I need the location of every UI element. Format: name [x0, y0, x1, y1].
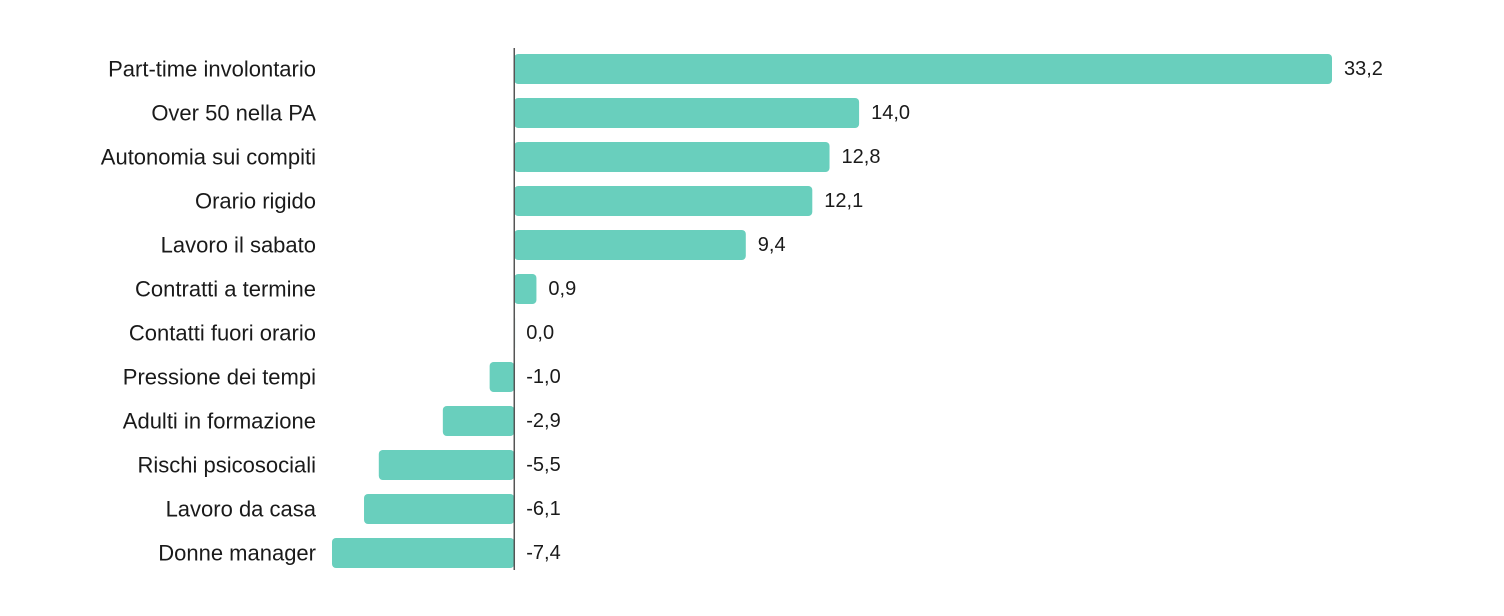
bar-7: [489, 362, 515, 392]
bar-11: [332, 538, 515, 568]
category-label-4: Lavoro il sabato: [161, 233, 316, 258]
bar-8: [442, 406, 515, 436]
category-label-11: Donne manager: [158, 541, 316, 566]
bar-4: [514, 230, 746, 260]
category-label-6: Contatti fuori orario: [129, 321, 316, 346]
bar-1: [514, 98, 860, 128]
bar-10: [364, 494, 515, 524]
category-label-0: Part-time involontario: [108, 57, 316, 82]
bar-2: [514, 142, 830, 172]
labels-layer: Part-time involontario 33,2 Over 50 nella …: [101, 57, 1383, 566]
category-label-5: Contratti a termine: [135, 277, 316, 302]
value-label-10: -6,1: [526, 498, 560, 520]
category-label-10: Lavoro da casa: [166, 497, 317, 522]
bars-layer: [332, 54, 1332, 568]
category-label-1: Over 50 nella PA: [151, 101, 316, 126]
value-label-11: -7,4: [526, 542, 560, 564]
value-label-7: -1,0: [526, 366, 560, 388]
value-label-1: 14,0: [871, 102, 910, 124]
value-label-8: -2,9: [526, 410, 560, 432]
category-label-3: Orario rigido: [195, 189, 316, 214]
category-label-7: Pressione dei tempi: [123, 365, 316, 390]
bar-0: [514, 54, 1332, 84]
value-label-6: 0,0: [526, 322, 554, 344]
value-label-9: -5,5: [526, 454, 560, 476]
category-label-8: Adulti in formazione: [123, 409, 316, 434]
value-label-0: 33,2: [1344, 58, 1383, 80]
value-label-5: 0,9: [548, 278, 576, 300]
value-label-2: 12,8: [842, 146, 881, 168]
bar-5: [514, 274, 537, 304]
category-label-2: Autonomia sui compiti: [101, 145, 316, 170]
category-label-9: Rischi psicosociali: [137, 453, 316, 478]
value-label-3: 12,1: [824, 190, 863, 212]
bar-3: [514, 186, 813, 216]
bar-9: [378, 450, 515, 480]
value-label-4: 9,4: [758, 234, 786, 256]
